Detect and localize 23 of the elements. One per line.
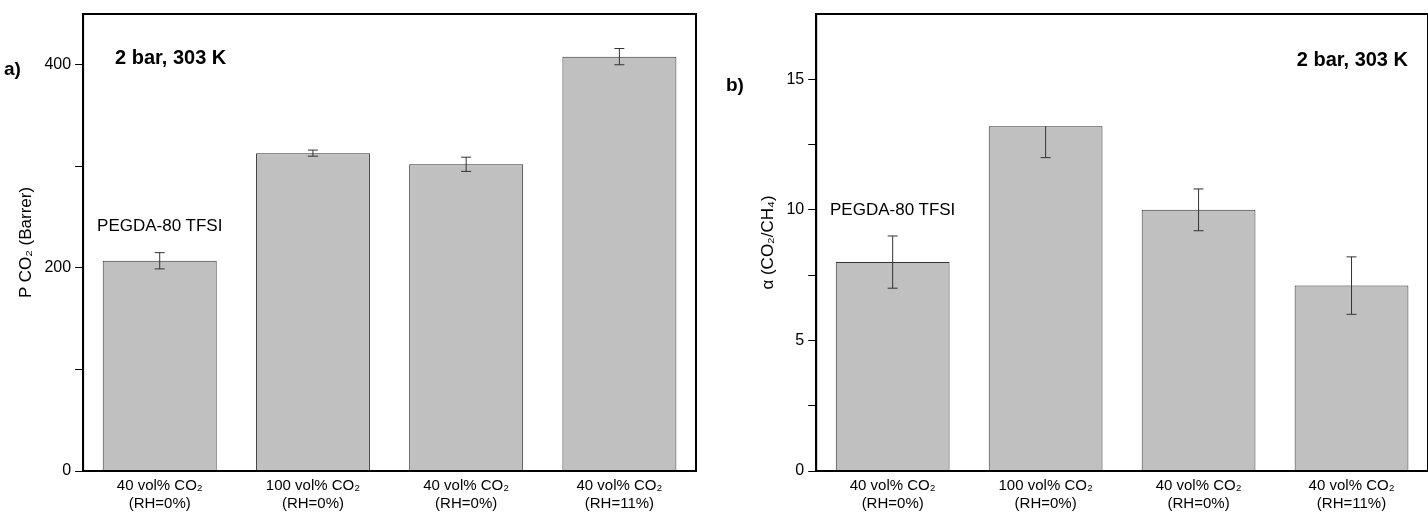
y-tick-label: 400	[44, 55, 72, 73]
y-axis-title: α (CO₂/CH₄)	[757, 195, 777, 290]
text: b)	[726, 74, 744, 96]
x-tick-label: 40 vol% CO₂ (RH=0%)	[116, 476, 203, 512]
x-tick-label: 40 vol% CO₂ (RH=0%)	[1155, 476, 1242, 512]
annotation: PEGDA-80 TFSI	[830, 199, 956, 219]
annotation: 2 bar, 303 K	[115, 45, 227, 68]
annotation: 2 bar, 303 K	[1296, 47, 1409, 70]
text: a)	[4, 58, 21, 80]
y-tick-label: 15	[786, 69, 805, 87]
y-axis-title: P CO₂ (Barrer)	[15, 186, 35, 299]
x-tick-label: 40 vol% CO₂ (RH=11%)	[1308, 476, 1395, 512]
x-tick-label: 100 vol% CO₂ (RH=0%)	[998, 476, 1093, 512]
y-tick-label: 0	[62, 461, 72, 479]
y-tick-label: 5	[795, 330, 805, 348]
y-tick-label: 200	[44, 258, 72, 276]
x-tick-label: 40 vol% CO₂ (RH=11%)	[576, 476, 663, 512]
y-tick-label: 10	[786, 200, 805, 218]
x-tick-label: 40 vol% CO₂ (RH=0%)	[423, 476, 510, 512]
annotation: PEGDA-80 TFSI	[97, 216, 223, 236]
x-tick-label: 40 vol% CO₂ (RH=0%)	[849, 476, 936, 512]
y-tick-label: 0	[795, 461, 805, 479]
x-tick-label: 100 vol% CO₂ (RH=0%)	[265, 476, 361, 512]
